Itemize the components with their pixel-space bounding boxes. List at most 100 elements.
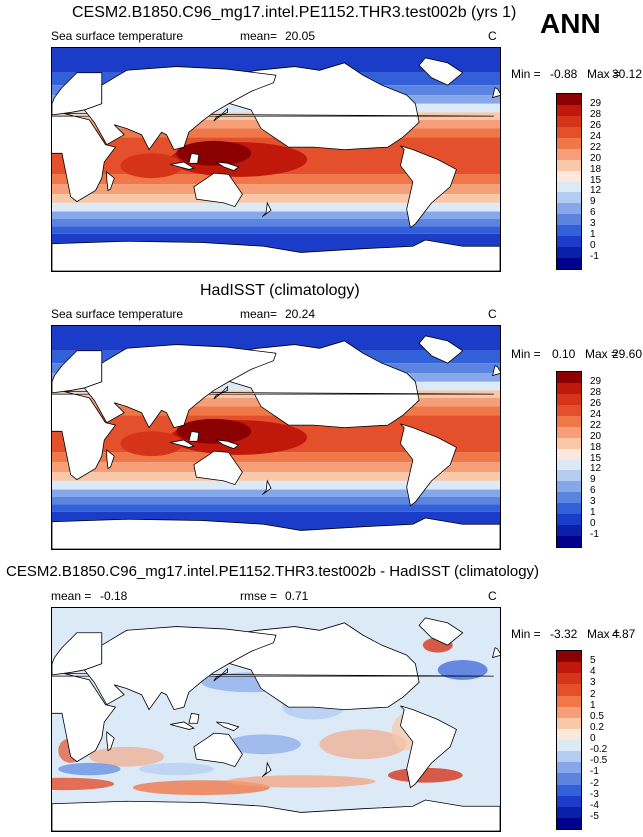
map-svg [52, 608, 500, 831]
colorbar-swatch [557, 536, 581, 547]
colorbar-swatch [557, 137, 581, 149]
anomaly-patch [89, 746, 164, 767]
colorbar-tick-label: 3 [590, 677, 596, 689]
island [491, 365, 500, 377]
island [491, 647, 500, 659]
colorbar-tick-label: 24 [590, 408, 602, 420]
continent [418, 617, 464, 646]
panel2-mean-value: 20.24 [285, 307, 316, 321]
sst-band [52, 472, 500, 481]
colorbar-swatch [557, 470, 581, 482]
panel1-min-value: -0.88 [550, 67, 578, 81]
continent [52, 239, 500, 271]
continent [400, 145, 457, 229]
anomaly-patch [52, 777, 115, 791]
colorbar-swatch [557, 514, 581, 526]
panel1-colorbar [556, 93, 582, 270]
anomaly-patch [139, 762, 214, 776]
anomaly-patch [58, 762, 121, 776]
colorbar-swatch [557, 159, 581, 171]
panel3-map [51, 607, 501, 832]
panel1-title: CESM2.B1850.C96_mg17.intel.PE1152.THR3.t… [72, 4, 517, 21]
colorbar-swatch [557, 126, 581, 138]
island [491, 87, 500, 99]
colorbar-tick-label: 3 [590, 218, 596, 230]
island [188, 712, 200, 724]
panel1-max-value: 30.12 [612, 67, 643, 81]
sst-band [52, 489, 500, 497]
island [262, 201, 272, 217]
colorbar-swatch [557, 459, 581, 471]
colorbar-tick-label: 9 [590, 474, 596, 486]
anomaly-patch [226, 734, 301, 755]
colorbar-swatch [557, 717, 581, 729]
island [262, 479, 272, 495]
colorbar-tick-label: 3 [590, 496, 596, 508]
island [170, 161, 195, 170]
sst-band [52, 194, 500, 203]
island [188, 430, 200, 442]
panel3-colorbar [556, 650, 582, 830]
colorbar-swatch [557, 104, 581, 116]
colorbar-swatch [557, 481, 581, 493]
sst-band [52, 211, 500, 219]
colorbar-tick-label: -2 [590, 777, 599, 789]
colorbar-swatch [557, 503, 581, 515]
colorbar-tick-label: -0.5 [590, 755, 608, 767]
panel1-units: C [488, 29, 497, 43]
colorbar-swatch [557, 382, 581, 394]
colorbar-swatch [557, 115, 581, 127]
colorbar-tick-label: 28 [590, 108, 602, 120]
anomaly-patch [319, 729, 407, 760]
colorbar-swatch [557, 525, 581, 537]
panel3-min-label: Min = [511, 627, 541, 641]
colorbar-swatch [557, 192, 581, 204]
panel3-units: C [488, 589, 497, 603]
sst-band [52, 202, 500, 212]
panel3-mean-value: -0.18 [100, 589, 128, 603]
colorbar-swatch [557, 751, 581, 763]
colorbar-swatch [557, 415, 581, 427]
colorbar-swatch [557, 695, 581, 707]
sst-band [52, 504, 500, 512]
island [216, 721, 240, 732]
warm-pool [120, 153, 183, 179]
island [262, 761, 272, 777]
colorbar-swatch [557, 662, 581, 674]
colorbar-tick-label: 0 [590, 733, 596, 744]
colorbar-swatch [557, 773, 581, 785]
continent [400, 705, 457, 789]
colorbar-swatch [557, 706, 581, 718]
island [216, 161, 240, 172]
colorbar-tick-label: 18 [590, 441, 602, 453]
continent [52, 517, 500, 549]
panel2-max-value: 29.60 [612, 347, 643, 361]
colorbar-tick-label: 4 [590, 666, 596, 678]
continent [52, 72, 103, 116]
continent [418, 57, 464, 86]
panel3-mean-label: mean = [51, 589, 92, 603]
colorbar-swatch [557, 236, 581, 248]
colorbar-tick-label: 15 [590, 452, 602, 464]
colorbar-tick-label: -1 [590, 529, 599, 541]
island [216, 439, 240, 450]
colorbar-tick-label: 0 [590, 518, 596, 530]
colorbar-swatch [557, 784, 581, 796]
continent [52, 673, 494, 763]
sst-band [52, 218, 500, 227]
island [188, 152, 200, 164]
colorbar-tick-label: 22 [590, 419, 602, 431]
colorbar-tick-label: 1 [590, 507, 596, 519]
panel2-title: HadISST (climatology) [200, 282, 360, 299]
island [106, 449, 115, 470]
island [106, 731, 115, 752]
island [170, 721, 195, 730]
colorbar-tick-label: -1 [590, 766, 599, 778]
colorbar-swatch [557, 448, 581, 460]
colorbar-swatch [557, 740, 581, 752]
colorbar-swatch [557, 728, 581, 740]
sst-band [52, 226, 500, 234]
colorbar-swatch [557, 181, 581, 193]
anomaly-patch [226, 775, 376, 788]
colorbar-swatch [557, 762, 581, 774]
